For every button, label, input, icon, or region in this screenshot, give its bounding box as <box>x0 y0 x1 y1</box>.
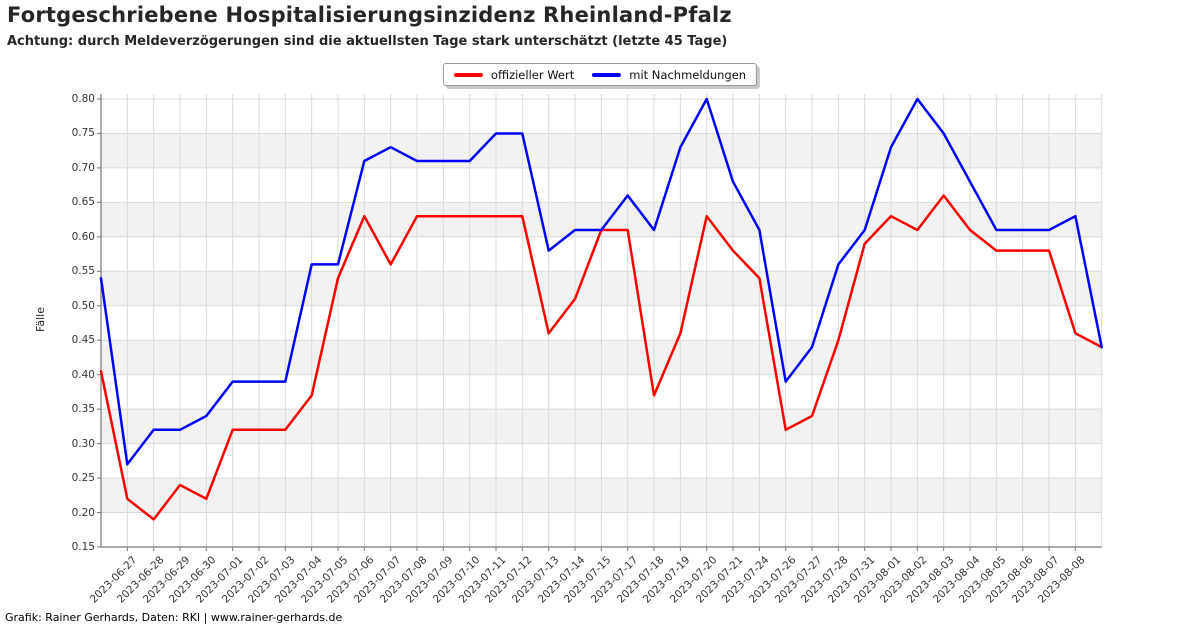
legend: offizieller Wert mit Nachmeldungen <box>442 63 758 86</box>
chart-title: Fortgeschriebene Hospitalisierungsinzide… <box>7 3 732 27</box>
blue-line-swatch-icon <box>592 72 622 77</box>
y-tick-label: 0.25 <box>71 472 95 485</box>
y-tick-label: 0.70 <box>71 161 95 174</box>
y-tick-label: 0.20 <box>71 506 95 519</box>
y-tick-label: 0.55 <box>71 265 95 278</box>
y-tick-label: 0.60 <box>71 230 95 243</box>
y-tick-label: 0.80 <box>71 93 95 105</box>
chart-subtitle: Achtung: durch Meldeverzögerungen sind d… <box>7 34 728 49</box>
y-tick-label: 0.30 <box>71 437 95 450</box>
legend-item-nachmeldungen: mit Nachmeldungen <box>592 68 746 82</box>
y-tick-label: 0.50 <box>71 299 95 312</box>
series-line-nachmeldungen <box>99 97 1103 466</box>
red-line-swatch-icon <box>453 72 483 77</box>
legend-label-official: offizieller Wert <box>490 67 575 82</box>
y-axis-title: Fälle <box>33 306 47 332</box>
legend-item-official: offizieller Wert <box>453 67 575 82</box>
y-tick-label: 0.45 <box>71 334 95 347</box>
y-tick-label: 0.65 <box>71 196 95 209</box>
y-tick-label: 0.15 <box>71 541 95 553</box>
legend-label-nachmeldungen: mit Nachmeldungen <box>629 67 747 82</box>
y-tick-label: 0.75 <box>71 127 95 140</box>
y-tick-label: 0.35 <box>71 403 95 416</box>
y-tick-label: 0.40 <box>71 368 95 381</box>
attribution-footer: Grafik: Rainer Gerhards, Daten: RKI | ww… <box>5 611 343 624</box>
